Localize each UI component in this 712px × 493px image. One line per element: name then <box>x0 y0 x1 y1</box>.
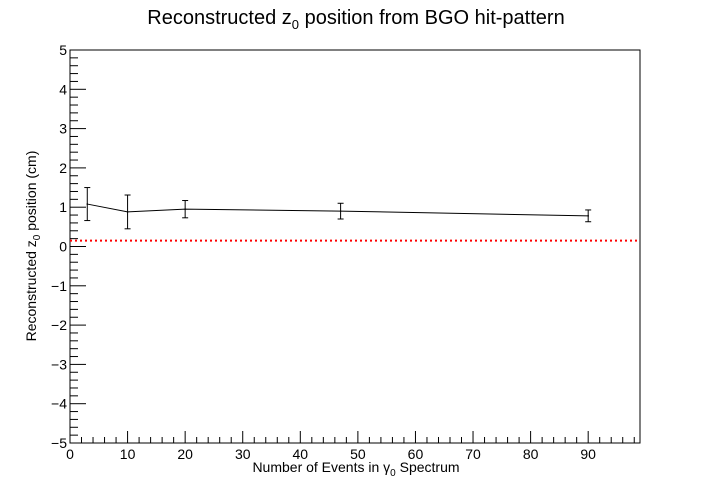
error-bar <box>585 209 592 223</box>
data-series <box>84 187 592 230</box>
y-tick-label: 2 <box>59 160 67 176</box>
svg-text:Reconstructed z0 position from: Reconstructed z0 position from BGO hit-p… <box>147 7 564 32</box>
x-tick-label: 20 <box>177 446 193 462</box>
x-tick-label: 30 <box>235 446 251 462</box>
error-bar <box>182 200 189 219</box>
y-axis-label-prefix: Reconstructed z <box>23 240 39 341</box>
data-point <box>184 208 186 210</box>
y-axis-label-suffix: position (cm) <box>23 151 39 235</box>
chart-title: Reconstructed z0 position from BGO hit-p… <box>147 7 564 32</box>
x-tick-label: 80 <box>523 446 539 462</box>
x-tick-label: 0 <box>66 446 74 462</box>
x-axis-label-symbol: γ <box>383 459 390 475</box>
x-axis-label: Number of Events in γ0 Spectrum <box>252 459 459 479</box>
y-axis-label: Reconstructed z0 position (cm) <box>23 151 43 342</box>
y-tick-label: −3 <box>51 356 67 372</box>
x-tick-label: 60 <box>408 446 424 462</box>
series-line <box>87 203 589 217</box>
x-axis-label-prefix: Number of Events in <box>252 459 383 475</box>
chart-title-suffix: position from BGO hit-pattern <box>299 7 565 29</box>
data-point <box>126 211 129 213</box>
y-tick-label: 5 <box>59 42 67 58</box>
chart-title-subscript: 0 <box>292 17 299 32</box>
x-axis-ticks <box>69 431 635 443</box>
y-axis-ticks <box>70 49 86 444</box>
x-tick-label: 40 <box>293 446 309 462</box>
y-tick-label: −4 <box>51 396 67 412</box>
y-axis-tick-labels: −5 −4 −3 −2 −1 0 1 2 3 4 5 <box>51 42 67 451</box>
x-axis-label-suffix: Spectrum <box>396 459 460 475</box>
data-point <box>339 210 342 212</box>
x-tick-label: 10 <box>120 446 136 462</box>
y-tick-label: 1 <box>59 199 67 215</box>
data-point <box>86 203 89 205</box>
plot-frame <box>69 49 641 444</box>
y-tick-label: 4 <box>59 81 67 97</box>
error-bar <box>124 194 131 230</box>
y-tick-label: −2 <box>51 317 67 333</box>
data-point <box>587 215 589 217</box>
x-tick-label: 50 <box>350 446 366 462</box>
y-tick-label: 0 <box>59 239 67 255</box>
y-tick-label: 3 <box>59 121 67 137</box>
x-axis-label-subscript: 0 <box>390 468 396 479</box>
y-axis-label-subscript: 0 <box>32 234 43 240</box>
y-tick-label: −1 <box>51 278 67 294</box>
error-bar <box>337 202 344 220</box>
x-tick-label: 90 <box>580 446 596 462</box>
x-tick-label: 70 <box>465 446 481 462</box>
y-tick-label: −5 <box>51 435 67 451</box>
chart-title-prefix: Reconstructed z <box>147 7 292 29</box>
x-axis-tick-labels: 0 10 20 30 40 50 60 70 80 90 <box>66 446 596 462</box>
error-bar <box>84 187 91 222</box>
